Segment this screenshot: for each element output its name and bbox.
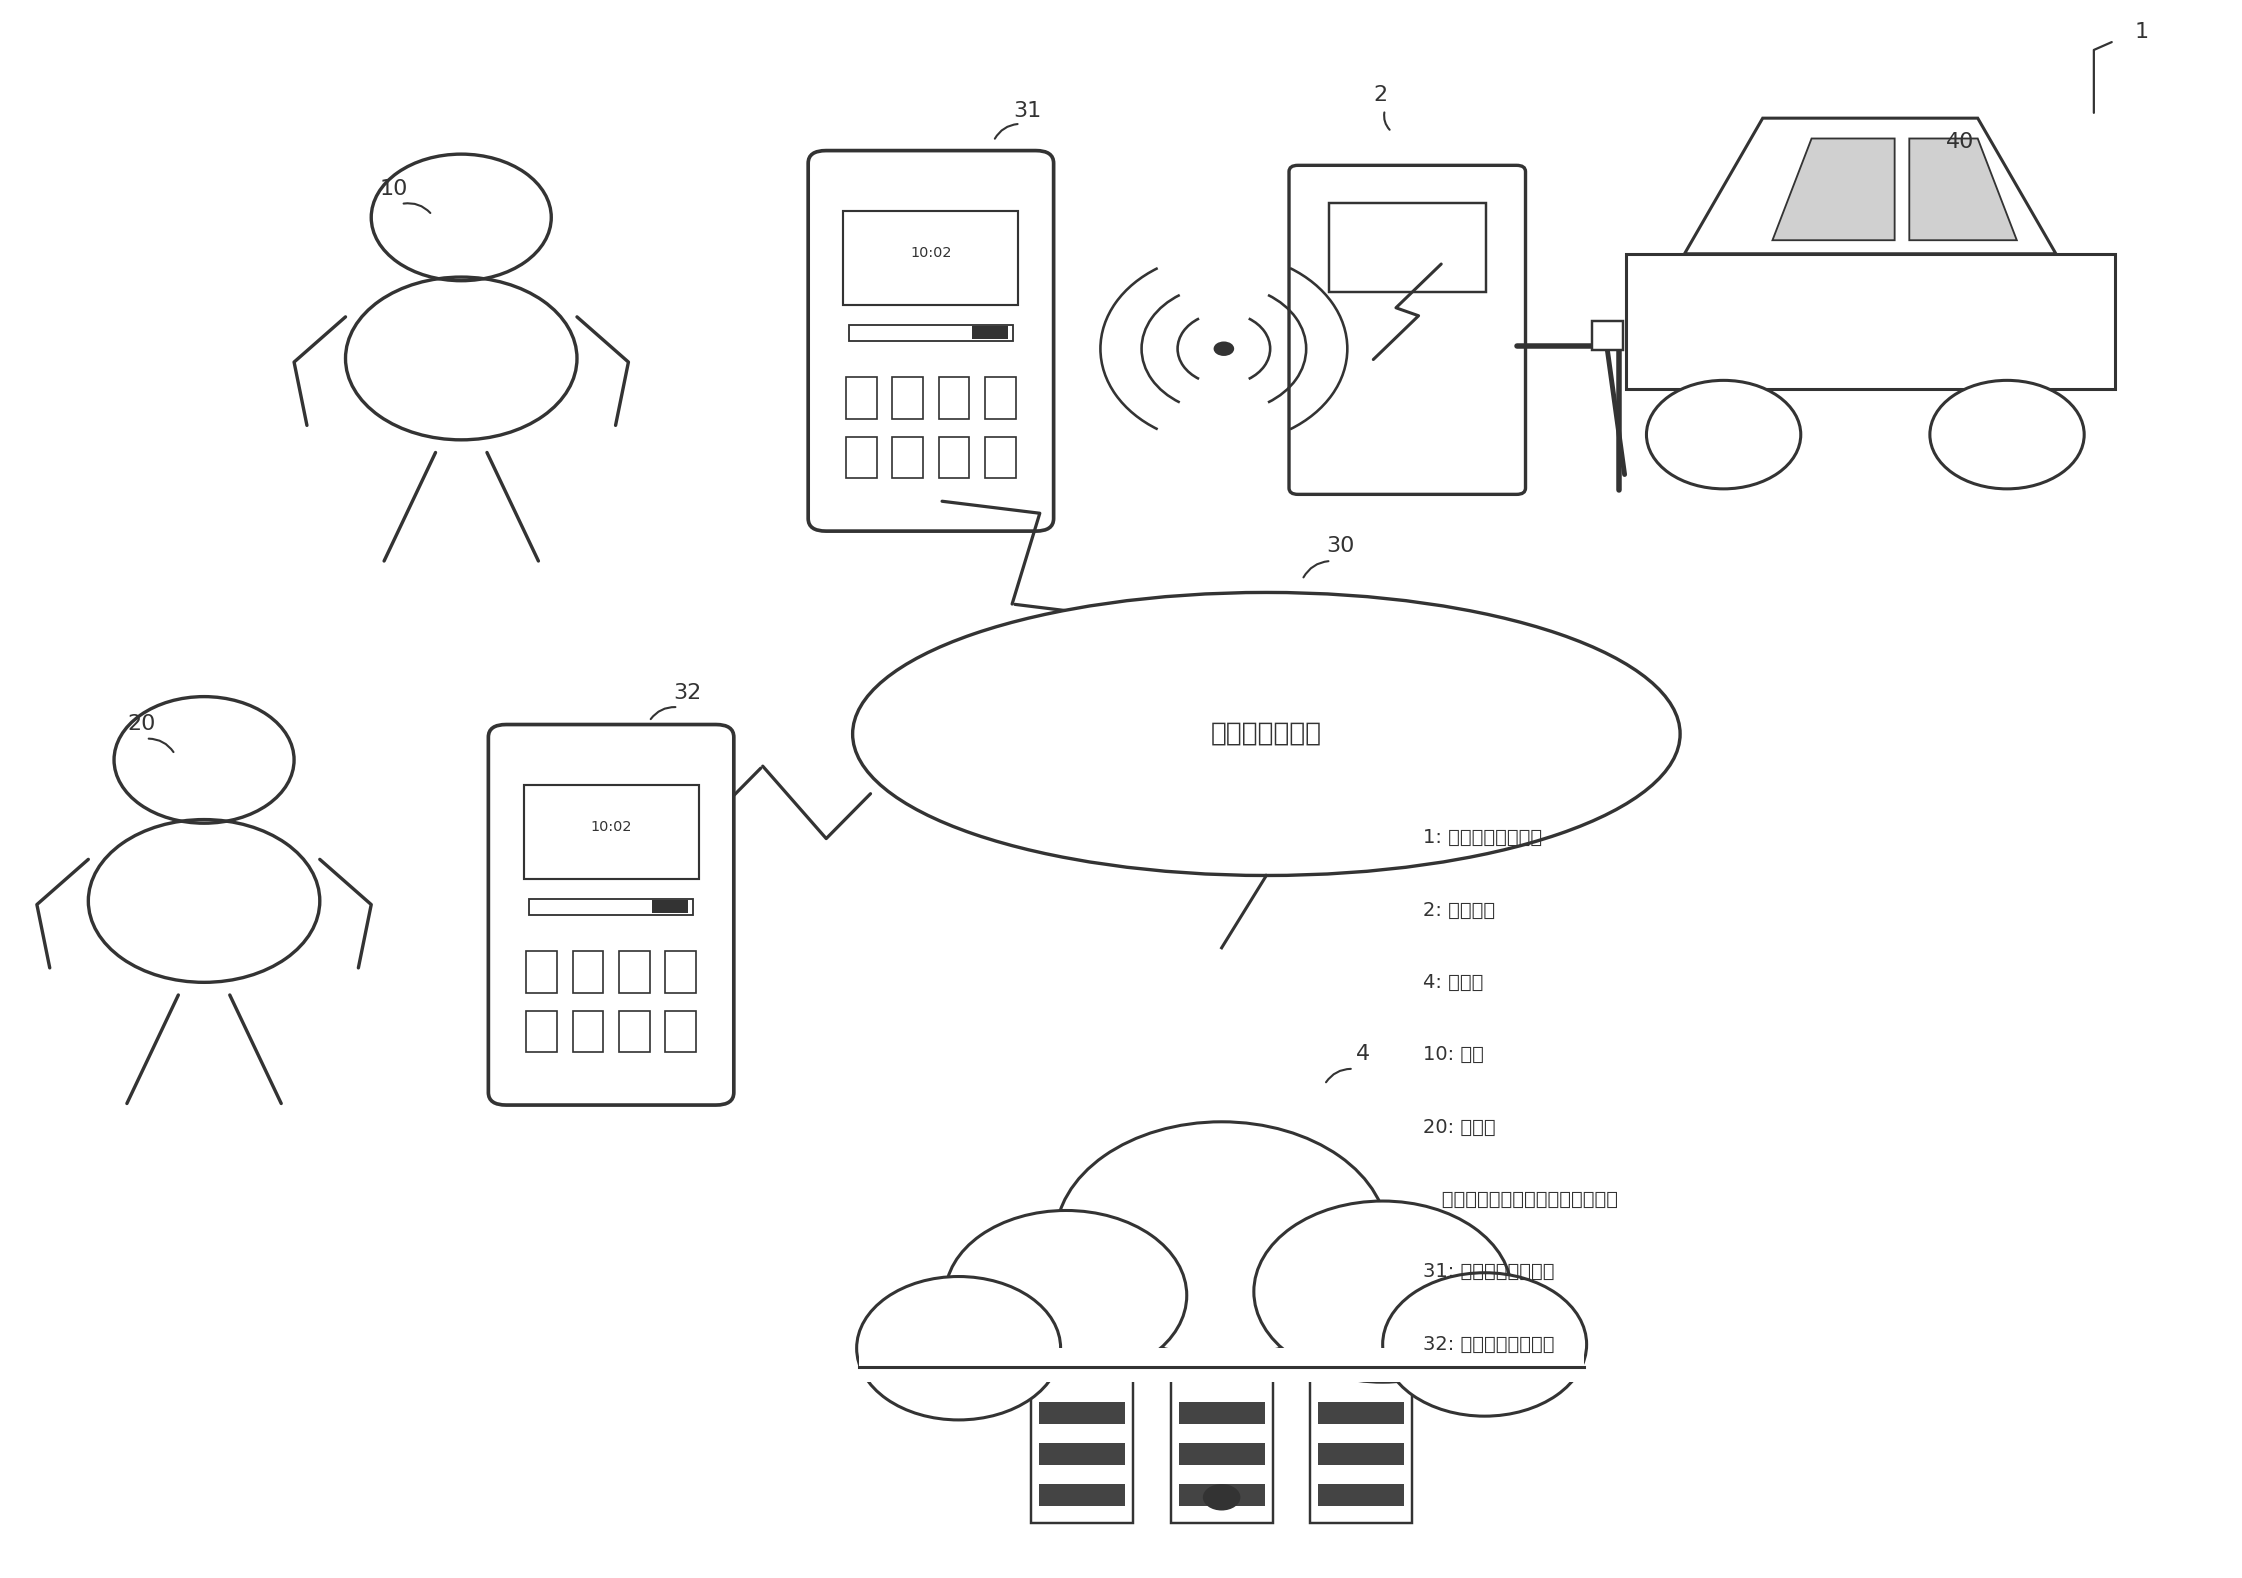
- Bar: [1038, 1442, 1125, 1464]
- Circle shape: [1253, 1201, 1511, 1382]
- Text: 20: 所有者: 20: 所有者: [1424, 1117, 1495, 1136]
- Circle shape: [1930, 380, 2085, 489]
- Bar: [572, 1010, 603, 1053]
- Bar: [845, 437, 877, 478]
- FancyBboxPatch shape: [1289, 166, 1525, 494]
- Bar: [1038, 1401, 1125, 1423]
- Bar: [984, 377, 1016, 418]
- Circle shape: [1056, 1122, 1388, 1356]
- Text: 32: 终端（第二终端）: 32: 终端（第二终端）: [1424, 1335, 1554, 1354]
- Circle shape: [1383, 1273, 1587, 1415]
- Bar: [939, 437, 969, 478]
- Circle shape: [856, 1277, 1060, 1420]
- Bar: [1318, 1442, 1403, 1464]
- Bar: [1309, 1307, 1412, 1523]
- Text: 20: 20: [128, 713, 155, 734]
- Bar: [1031, 1307, 1132, 1523]
- Bar: [527, 952, 556, 993]
- Text: 31: 31: [1013, 101, 1040, 120]
- Bar: [666, 952, 695, 993]
- Bar: [527, 1010, 556, 1053]
- Ellipse shape: [852, 592, 1679, 876]
- Circle shape: [1204, 1483, 1240, 1510]
- Bar: [892, 437, 924, 478]
- Text: 2: 充电装置: 2: 充电装置: [1424, 901, 1495, 920]
- Bar: [619, 1010, 650, 1053]
- Bar: [1179, 1360, 1264, 1382]
- Bar: [1179, 1319, 1264, 1341]
- Bar: [1330, 204, 1486, 292]
- Text: 1: 充电装置使用系统: 1: 充电装置使用系统: [1424, 828, 1542, 847]
- Text: 4: 服务器: 4: 服务器: [1424, 974, 1484, 993]
- Bar: [1038, 1319, 1125, 1341]
- Bar: [1318, 1319, 1403, 1341]
- Bar: [1625, 254, 2114, 390]
- Text: 10: 10: [379, 180, 408, 199]
- Text: 10:02: 10:02: [910, 246, 951, 260]
- Bar: [1318, 1360, 1403, 1382]
- Bar: [1179, 1485, 1264, 1505]
- Bar: [1592, 320, 1623, 350]
- Text: 4: 4: [1356, 1045, 1370, 1064]
- Text: 1: 1: [2134, 22, 2148, 43]
- Bar: [666, 1010, 695, 1053]
- Polygon shape: [1910, 139, 2018, 240]
- Text: 互联网通信网络: 互联网通信网络: [1211, 721, 1323, 746]
- Circle shape: [1646, 380, 1800, 489]
- Text: 40: 40: [1946, 133, 1973, 151]
- Bar: [1318, 1401, 1403, 1423]
- Bar: [1038, 1360, 1125, 1382]
- Bar: [652, 899, 688, 914]
- Bar: [1170, 1307, 1273, 1523]
- Polygon shape: [1684, 118, 2056, 254]
- Text: 31: 终端（第一终端）: 31: 终端（第一终端）: [1424, 1262, 1554, 1281]
- Bar: [850, 325, 1013, 341]
- FancyBboxPatch shape: [489, 724, 733, 1105]
- Bar: [619, 952, 650, 993]
- Text: 10:02: 10:02: [590, 821, 632, 833]
- Circle shape: [1213, 341, 1233, 357]
- Bar: [892, 377, 924, 418]
- Bar: [984, 437, 1016, 478]
- Text: （出借充电装置的安装场所的人）: （出借充电装置的安装场所的人）: [1424, 1190, 1619, 1209]
- Text: 10: 用户: 10: 用户: [1424, 1045, 1484, 1064]
- Bar: [525, 784, 700, 879]
- Bar: [1179, 1401, 1264, 1423]
- Circle shape: [946, 1210, 1186, 1381]
- Bar: [572, 952, 603, 993]
- FancyBboxPatch shape: [807, 150, 1054, 532]
- Text: 32: 32: [673, 683, 702, 702]
- Text: 2: 2: [1374, 85, 1388, 106]
- Bar: [971, 327, 1009, 339]
- Bar: [859, 1348, 1583, 1382]
- Bar: [1318, 1485, 1403, 1505]
- Bar: [1038, 1485, 1125, 1505]
- Bar: [859, 1207, 1583, 1376]
- Polygon shape: [1773, 139, 1894, 240]
- Bar: [843, 210, 1018, 305]
- Bar: [845, 377, 877, 418]
- Text: 30: 30: [1325, 537, 1354, 557]
- Bar: [939, 377, 969, 418]
- Bar: [1179, 1442, 1264, 1464]
- Bar: [529, 898, 693, 915]
